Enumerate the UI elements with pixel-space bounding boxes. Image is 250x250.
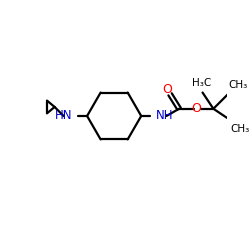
- Text: CH₃: CH₃: [230, 124, 250, 134]
- Text: O: O: [191, 102, 201, 115]
- Text: NH: NH: [156, 110, 173, 122]
- Text: CH₃: CH₃: [229, 80, 248, 90]
- Text: H₃C: H₃C: [192, 78, 211, 88]
- Text: HN: HN: [55, 110, 73, 122]
- Text: O: O: [162, 83, 172, 96]
